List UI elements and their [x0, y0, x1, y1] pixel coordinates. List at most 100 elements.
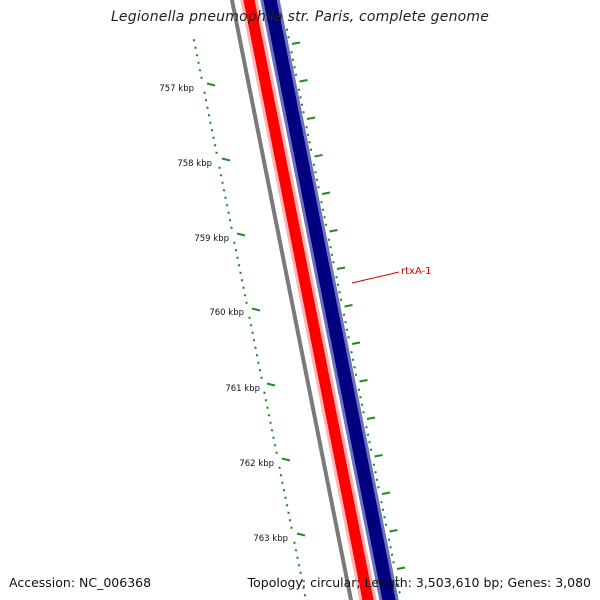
forward-strand-cds — [263, 0, 396, 600]
minor-tick — [290, 526, 293, 529]
major-tick — [296, 532, 306, 537]
major-tick — [366, 416, 376, 420]
minor-tick — [240, 279, 244, 282]
minor-tick — [195, 54, 199, 57]
minor-tick — [359, 396, 362, 399]
minor-tick — [395, 576, 398, 579]
accession-text: Accession: NC_006368 — [9, 575, 152, 590]
minor-tick — [219, 174, 223, 177]
major-tick — [236, 232, 246, 237]
minor-tick — [284, 496, 287, 499]
minor-tick — [288, 519, 292, 522]
minor-tick — [278, 466, 281, 469]
minor-tick — [237, 264, 241, 267]
minor-tick — [224, 196, 227, 199]
minor-tick — [354, 373, 358, 376]
minor-tick — [287, 511, 290, 514]
minor-tick — [296, 556, 299, 559]
minor-tick — [273, 444, 277, 447]
minor-tick — [312, 163, 316, 166]
minor-tick — [197, 61, 200, 64]
minor-tick — [365, 426, 368, 429]
minor-tick — [303, 594, 307, 597]
minor-tick — [209, 121, 212, 124]
major-tick — [251, 307, 261, 312]
minor-tick — [300, 103, 304, 106]
minor-tick — [254, 346, 257, 349]
outer-ruler-ticks — [285, 28, 406, 594]
major-tick — [314, 154, 323, 158]
minor-tick — [257, 361, 260, 364]
feature-leader-line — [351, 271, 400, 284]
minor-tick — [323, 216, 326, 219]
minor-tick — [398, 591, 401, 594]
genome-summary-text: Topology: circular; Length: 3,503,610 bp… — [247, 575, 591, 590]
major-tick — [374, 454, 383, 458]
minor-tick — [369, 448, 373, 451]
minor-tick — [390, 553, 394, 556]
minor-tick — [248, 316, 251, 319]
ruler-label-763: 763 kbp — [253, 534, 288, 544]
minor-tick — [320, 201, 323, 204]
minor-tick — [347, 336, 350, 339]
minor-tick — [381, 508, 385, 511]
minor-tick — [360, 403, 364, 406]
minor-tick — [380, 501, 383, 504]
ruler-label-760: 760 kbp — [209, 308, 244, 318]
minor-tick — [329, 246, 332, 249]
minor-tick — [281, 481, 284, 484]
minor-tick — [308, 141, 311, 144]
minor-tick — [267, 414, 271, 417]
minor-tick — [266, 406, 269, 409]
minor-tick — [221, 181, 224, 184]
major-tick — [291, 41, 301, 45]
minor-tick — [330, 253, 334, 256]
minor-tick — [233, 241, 236, 244]
minor-tick — [350, 351, 353, 354]
minor-tick — [396, 583, 400, 586]
minor-tick — [291, 58, 295, 61]
minor-tick — [300, 579, 304, 582]
minor-tick — [302, 586, 305, 589]
minor-tick — [203, 91, 206, 94]
minor-tick — [392, 561, 395, 564]
minor-tick — [198, 69, 202, 72]
minor-tick — [387, 538, 391, 541]
minor-tick — [294, 549, 298, 552]
minor-tick — [299, 571, 302, 574]
major-tick — [221, 157, 231, 162]
minor-tick — [383, 516, 386, 519]
minor-tick — [245, 301, 248, 304]
major-tick — [306, 116, 316, 120]
minor-tick — [218, 166, 221, 169]
minor-tick — [293, 541, 296, 544]
gc-content-track — [229, 0, 354, 600]
minor-tick — [263, 391, 266, 394]
minor-tick — [282, 489, 286, 492]
major-tick — [351, 341, 361, 345]
minor-tick — [213, 144, 217, 147]
minor-tick — [293, 66, 296, 69]
minor-tick — [285, 504, 289, 507]
minor-tick — [353, 366, 356, 369]
minor-tick — [309, 148, 313, 151]
minor-tick — [230, 226, 233, 229]
minor-tick — [204, 99, 208, 102]
minor-tick — [357, 388, 361, 391]
ruler-label-759: 759 kbp — [194, 234, 229, 244]
minor-tick — [228, 219, 232, 222]
minor-tick — [338, 291, 341, 294]
minor-tick — [297, 88, 301, 91]
minor-tick — [252, 339, 256, 342]
ruler-labels: 757 kbp 758 kbp 759 kbp 760 kbp 761 kbp … — [159, 84, 288, 544]
minor-tick — [314, 171, 317, 174]
minor-tick — [324, 223, 328, 226]
minor-tick — [366, 433, 370, 436]
minor-tick — [212, 136, 215, 139]
minor-tick — [377, 486, 380, 489]
minor-tick — [305, 126, 308, 129]
major-tick — [389, 529, 398, 533]
minor-tick — [344, 321, 347, 324]
feature-label-rtxa-1[interactable]: rtxA-1 — [401, 266, 432, 277]
minor-tick — [260, 376, 263, 379]
